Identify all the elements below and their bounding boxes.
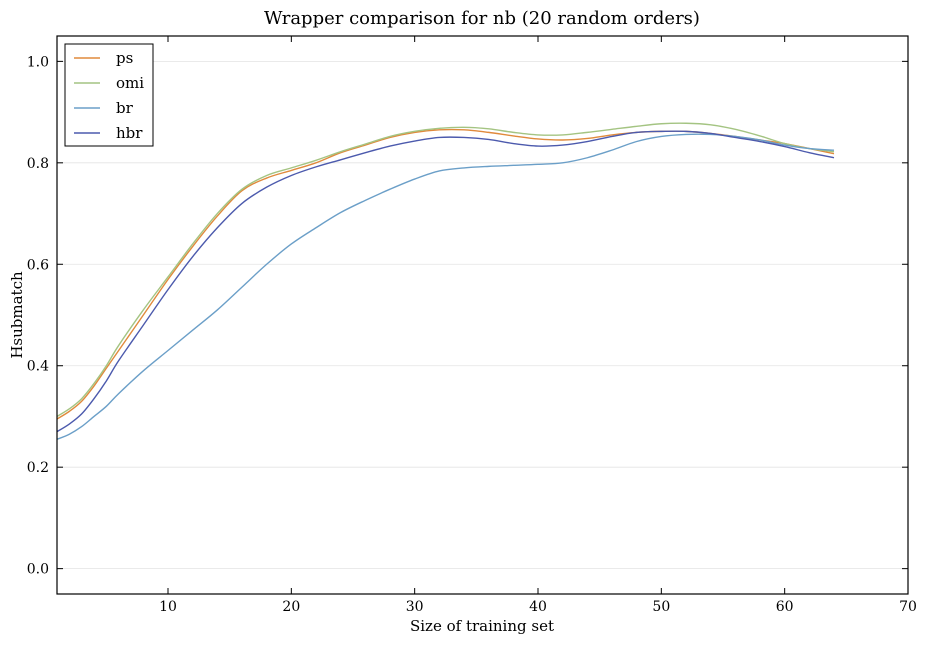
x-tick-label: 50	[652, 599, 670, 615]
axis-ticks: 0.0 0.2 0.4 0.6 0.8 1.0 10 20 30 40 50 60 70	[27, 36, 917, 615]
x-axis-label: Size of training set	[410, 617, 554, 635]
y-tick-label: 0.2	[27, 460, 49, 476]
legend-box	[64, 43, 154, 147]
series-lines	[56, 122, 835, 440]
legend-label-br: br	[116, 99, 134, 117]
series-line-omi	[56, 122, 835, 418]
y-tick-label: 0.6	[27, 257, 49, 273]
y-axis-label: Hsubmatch	[8, 271, 26, 359]
x-tick-label: 10	[159, 599, 177, 615]
y-tick-label: 1.0	[27, 54, 49, 70]
series-line-ps	[56, 128, 835, 420]
x-tick-label: 70	[899, 599, 917, 615]
series-line-hbr	[56, 130, 835, 433]
x-tick-label: 30	[406, 599, 424, 615]
series-line-br	[56, 133, 835, 440]
x-tick-label: 40	[529, 599, 547, 615]
x-tick-label: 60	[776, 599, 794, 615]
legend-label-ps: ps	[116, 49, 133, 67]
y-tick-label: 0.8	[27, 156, 49, 172]
legend: ps omi br hbr	[64, 43, 154, 147]
chart-title: Wrapper comparison for nb (20 random ord…	[264, 8, 700, 29]
grid	[57, 60, 908, 570]
y-tick-label: 0.0	[27, 562, 49, 578]
legend-label-hbr: hbr	[116, 124, 143, 142]
y-tick-label: 0.4	[27, 359, 49, 375]
legend-label-omi: omi	[116, 74, 144, 92]
plot-frame	[56, 35, 909, 595]
x-tick-label: 20	[282, 599, 300, 615]
